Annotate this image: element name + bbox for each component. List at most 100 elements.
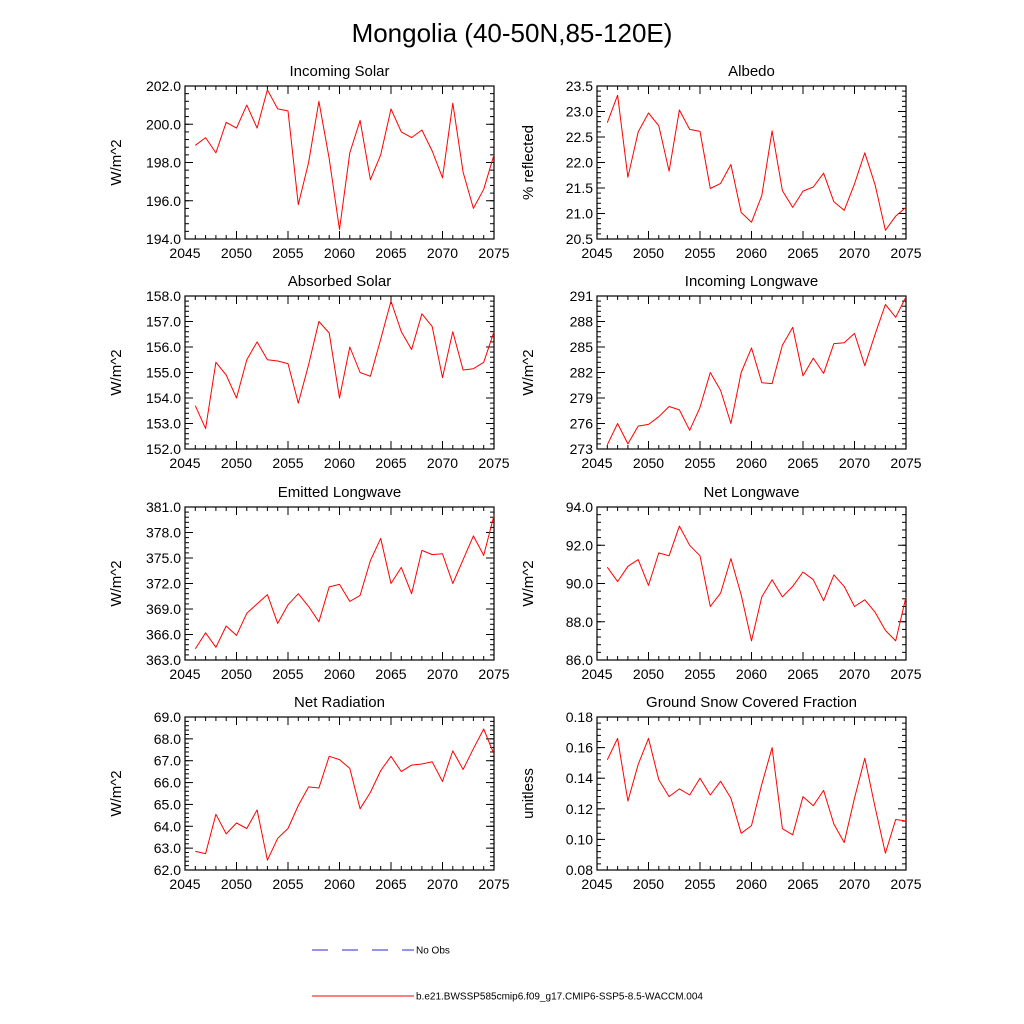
panel-title-emitted-longwave: Emitted Longwave bbox=[278, 484, 401, 501]
figure-title: Mongolia (40-50N,85-120E) bbox=[352, 18, 673, 48]
x-tick-label: 2070 bbox=[839, 245, 870, 261]
y-tick-label: 0.16 bbox=[566, 740, 593, 756]
x-tick-label: 2070 bbox=[427, 666, 458, 682]
x-tick-label: 2075 bbox=[890, 245, 921, 261]
y-tick-label: 90.0 bbox=[566, 576, 593, 592]
series-line-net-longwave bbox=[606, 525, 907, 642]
y-tick-label: 285 bbox=[570, 339, 594, 355]
y-tick-label: 363.0 bbox=[146, 652, 181, 668]
ylabel-ground-snow-covered-fraction: unitless bbox=[520, 768, 537, 819]
y-tick-label: 366.0 bbox=[146, 627, 181, 643]
x-tick-label: 2060 bbox=[324, 455, 355, 471]
y-tick-label: 153.0 bbox=[146, 416, 181, 432]
panel-title-albedo: Albedo bbox=[728, 63, 775, 80]
y-tick-label: 0.12 bbox=[566, 801, 593, 817]
series-line-net-radiation bbox=[195, 728, 495, 861]
panel-title-net-longwave: Net Longwave bbox=[704, 484, 800, 501]
plot-frame-incoming-solar bbox=[184, 85, 495, 240]
panel-title-absorbed-solar: Absorbed Solar bbox=[288, 273, 391, 290]
y-tick-label: 66.0 bbox=[154, 775, 181, 791]
x-tick-label: 2060 bbox=[324, 876, 355, 892]
y-tick-label: 372.0 bbox=[146, 576, 181, 592]
x-tick-label: 2075 bbox=[890, 666, 921, 682]
y-tick-label: 0.14 bbox=[566, 770, 593, 786]
y-tick-label: 21.0 bbox=[566, 206, 593, 222]
x-tick-label: 2045 bbox=[169, 876, 200, 892]
y-tick-label: 154.0 bbox=[146, 390, 181, 406]
x-tick-label: 2045 bbox=[581, 245, 612, 261]
ylabel-incoming-longwave: W/m^2 bbox=[520, 349, 537, 395]
x-tick-label: 2060 bbox=[324, 245, 355, 261]
ylabel-absorbed-solar: W/m^2 bbox=[108, 349, 125, 395]
ylabel-net-longwave: W/m^2 bbox=[520, 560, 537, 606]
y-tick-label: 194.0 bbox=[146, 231, 181, 247]
panel-title-ground-snow-covered-fraction: Ground Snow Covered Fraction bbox=[646, 694, 857, 711]
ylabel-albedo: % reflected bbox=[520, 125, 537, 200]
x-tick-label: 2065 bbox=[375, 876, 406, 892]
y-tick-label: 0.10 bbox=[566, 831, 593, 847]
y-tick-label: 152.0 bbox=[146, 441, 181, 457]
x-tick-label: 2060 bbox=[736, 666, 767, 682]
x-tick-label: 2070 bbox=[427, 245, 458, 261]
x-tick-label: 2055 bbox=[684, 666, 715, 682]
y-tick-label: 68.0 bbox=[154, 731, 181, 747]
plot-frame-emitted-longwave bbox=[184, 506, 495, 661]
x-tick-label: 2065 bbox=[787, 455, 818, 471]
panel-net-longwave: Net Longwave W/m^2 2045 2050 2055 2060 2065 207… bbox=[520, 484, 922, 682]
x-tick-label: 2070 bbox=[839, 666, 870, 682]
y-tick-label: 20.5 bbox=[566, 231, 593, 247]
legend-label-model: b.e21.BWSSP585cmip6.f09_g17.CMIP6-SSP5-8… bbox=[416, 992, 703, 1003]
x-tick-label: 2065 bbox=[787, 245, 818, 261]
x-tick-label: 2055 bbox=[684, 455, 715, 471]
ylabel-incoming-solar: W/m^2 bbox=[108, 139, 125, 185]
x-tick-label: 2050 bbox=[633, 245, 664, 261]
y-tick-label: 65.0 bbox=[154, 796, 181, 812]
panel-title-incoming-solar: Incoming Solar bbox=[289, 63, 389, 80]
y-tick-label: 86.0 bbox=[566, 652, 593, 668]
y-tick-label: 198.0 bbox=[146, 155, 181, 171]
y-tick-label: 202.0 bbox=[146, 78, 181, 94]
x-tick-label: 2065 bbox=[375, 666, 406, 682]
plot-frame-ground-snow-covered-fraction bbox=[596, 716, 907, 871]
ylabel-emitted-longwave: W/m^2 bbox=[108, 560, 125, 606]
plot-frame-net-radiation bbox=[184, 716, 495, 871]
x-tick-label: 2075 bbox=[890, 876, 921, 892]
x-tick-label: 2055 bbox=[684, 245, 715, 261]
x-tick-label: 2050 bbox=[221, 666, 252, 682]
x-tick-label: 2055 bbox=[272, 245, 303, 261]
x-tick-label: 2050 bbox=[633, 455, 664, 471]
panel-incoming-solar: Incoming Solar W/m^2 2045 2050 2055 2060 2065 2… bbox=[108, 63, 510, 261]
x-tick-label: 2070 bbox=[427, 876, 458, 892]
plot-frame-albedo bbox=[596, 85, 907, 240]
y-tick-label: 291 bbox=[570, 288, 594, 304]
panel-title-net-radiation: Net Radiation bbox=[294, 694, 385, 711]
panel-net-radiation: Net Radiation W/m^2 2045 2050 2055 2060 2065 20… bbox=[108, 694, 510, 892]
panels-group: Incoming Solar W/m^2 2045 2050 2055 2060 2065 2… bbox=[108, 63, 922, 892]
x-tick-label: 2070 bbox=[427, 455, 458, 471]
y-tick-label: 94.0 bbox=[566, 499, 593, 515]
x-tick-label: 2050 bbox=[221, 245, 252, 261]
x-tick-label: 2060 bbox=[324, 666, 355, 682]
y-tick-label: 273 bbox=[570, 441, 594, 457]
y-tick-label: 23.5 bbox=[566, 78, 593, 94]
series-line-absorbed-solar bbox=[194, 300, 495, 430]
series-line-ground-snow-covered-fraction bbox=[606, 737, 907, 854]
series-line-albedo bbox=[606, 94, 907, 231]
x-tick-label: 2045 bbox=[169, 245, 200, 261]
y-tick-label: 67.0 bbox=[154, 753, 181, 769]
x-tick-label: 2060 bbox=[736, 876, 767, 892]
x-tick-label: 2055 bbox=[272, 876, 303, 892]
y-tick-label: 369.0 bbox=[146, 601, 181, 617]
x-tick-label: 2060 bbox=[736, 245, 767, 261]
legend: No Obs b.e21.BWSSP585cmip6.f09_g17.CMIP6… bbox=[312, 946, 703, 1003]
x-tick-label: 2045 bbox=[169, 666, 200, 682]
x-tick-label: 2070 bbox=[839, 455, 870, 471]
x-tick-label: 2055 bbox=[272, 455, 303, 471]
panel-incoming-longwave: Incoming Longwave W/m^2 2045 2050 2055 2060 20… bbox=[520, 273, 922, 471]
series-line-incoming-solar bbox=[195, 89, 495, 230]
x-tick-label: 2045 bbox=[581, 876, 612, 892]
x-tick-label: 2065 bbox=[787, 666, 818, 682]
plot-frame-net-longwave bbox=[596, 506, 907, 661]
x-tick-label: 2065 bbox=[787, 876, 818, 892]
x-tick-label: 2050 bbox=[633, 666, 664, 682]
